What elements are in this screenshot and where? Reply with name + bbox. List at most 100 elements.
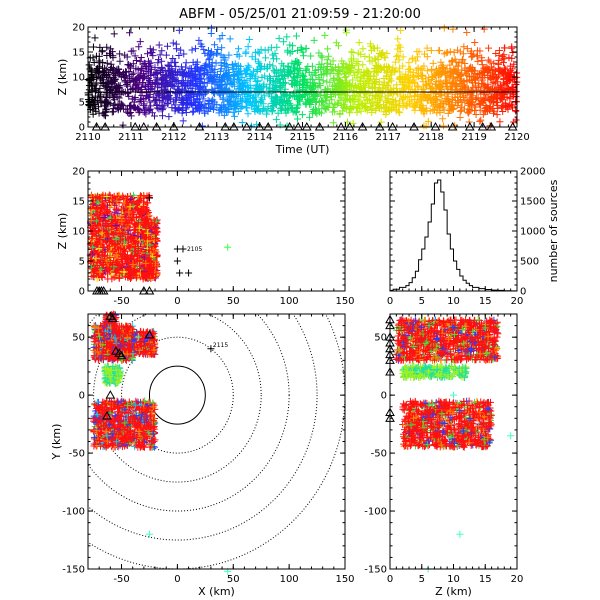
y-tick-label: 5 (79, 257, 85, 268)
source-point (116, 57, 124, 65)
time-height-panel: 2110 2111 2112 2113 2114 2115 2116 2117 2118 2119… (56, 23, 530, 157)
source-point (143, 50, 151, 58)
source-point (406, 89, 414, 97)
source-point (317, 52, 325, 60)
source-point (439, 122, 447, 130)
y-axis-label: Z (km) (56, 213, 69, 250)
source-point (503, 94, 511, 102)
time-height-sources (84, 24, 521, 130)
source-point (225, 51, 233, 59)
y-axis-label: Z (km) (56, 59, 69, 96)
source-point (103, 43, 111, 51)
y-tick-label: 0 (520, 287, 526, 298)
source-point (91, 34, 99, 42)
source-point (103, 59, 111, 67)
source-point (460, 43, 468, 51)
source-point (179, 117, 187, 125)
source-point (454, 62, 462, 70)
source-point (123, 53, 131, 61)
y-tick-label: 15 (72, 197, 85, 208)
source-point (126, 29, 134, 37)
x-axis-label: Time (UT) (275, 143, 330, 156)
source-point (340, 60, 348, 68)
source-point (310, 36, 318, 44)
source-point (298, 111, 306, 119)
y-tick-label: 1500 (520, 197, 545, 208)
y-tick-label: 0 (79, 287, 85, 298)
source-point (182, 59, 190, 67)
source-point (306, 113, 314, 121)
source-point (280, 38, 288, 46)
source-point (262, 54, 270, 62)
source-point (263, 110, 271, 118)
source-point (342, 26, 350, 34)
y-tick-label: 15 (72, 48, 85, 59)
x-tick-label: 5 (419, 296, 425, 307)
source-point (242, 49, 250, 57)
y-tick-label: 1000 (520, 227, 545, 238)
y-tick-label: 20 (72, 167, 85, 178)
source-point (437, 58, 445, 66)
source-point (146, 98, 154, 106)
source-point (329, 119, 337, 127)
y-tick-label: 10 (72, 227, 85, 238)
x-tick-label: 2119 (461, 132, 486, 143)
source-point (132, 57, 140, 65)
x-tick-label: 2117 (376, 132, 401, 143)
y-tick-label: 5 (79, 98, 85, 109)
source-point (188, 46, 196, 54)
source-point (216, 35, 224, 43)
source-point (212, 59, 220, 67)
source-point (266, 61, 274, 69)
source-point (446, 79, 454, 87)
source-point (478, 61, 486, 69)
source-point (130, 69, 138, 77)
source-point (273, 43, 281, 51)
source-point (269, 62, 277, 70)
source-point (391, 58, 399, 66)
x-tick-label: 15 (479, 296, 492, 307)
source-point (169, 54, 177, 62)
y-tick-label: 2000 (520, 167, 545, 178)
source-point (255, 49, 263, 57)
source-point (137, 96, 145, 104)
source-point (177, 46, 185, 54)
x-tick-label: 0 (174, 296, 180, 307)
source-point (151, 64, 159, 72)
y-tick-label: 20 (72, 23, 85, 34)
source-point (349, 76, 357, 84)
y-tick-label: 10 (72, 73, 85, 84)
source-point (380, 53, 388, 61)
x-tick-label: 2120 (504, 132, 529, 143)
source-point (493, 111, 501, 119)
source-point (444, 109, 452, 117)
source-point (423, 44, 431, 52)
source-point (158, 57, 166, 65)
source-point (283, 33, 291, 41)
x-tick-label: 150 (335, 296, 354, 307)
source-point (116, 50, 124, 58)
y-tick-label: 500 (520, 257, 539, 268)
x-tick-label: 20 (511, 296, 524, 307)
source-point (169, 39, 177, 47)
x-tick-label: 100 (280, 296, 299, 307)
y-tick-label: 0 (79, 123, 85, 134)
y-axis-label: number of sources (547, 179, 560, 282)
point-label: 2105 (187, 246, 202, 253)
source-point (362, 103, 370, 111)
x-tick-label: 2113 (204, 132, 229, 143)
figure-title: ABFM - 05/25/01 21:09:59 - 21:20:00 (179, 7, 421, 22)
source-point (485, 44, 493, 52)
source-point (163, 42, 171, 50)
x-tick-label: 2114 (247, 132, 272, 143)
source-point (89, 43, 97, 51)
source-point (355, 39, 363, 47)
source-point (244, 62, 252, 70)
source-point (269, 51, 277, 59)
source-point (131, 93, 139, 101)
x-tick-label: 2115 (290, 132, 315, 143)
x-tick-label: 50 (227, 296, 240, 307)
source-point (234, 45, 242, 53)
x-tick-label: 2111 (118, 132, 143, 143)
x-tick-label: 2112 (161, 132, 186, 143)
